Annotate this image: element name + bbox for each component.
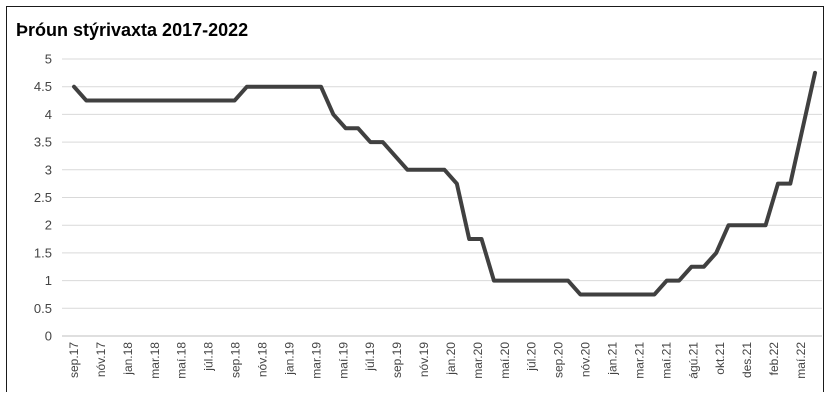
y-tick-label: 4 (45, 107, 52, 122)
x-tick-label: feb.22 (767, 342, 781, 376)
x-tick-label: sep.20 (552, 342, 566, 378)
y-tick-label: 1.5 (34, 245, 52, 260)
x-tick-label: maí.18 (175, 342, 189, 379)
gridlines (62, 58, 822, 309)
x-tick-label: nóv.18 (255, 342, 269, 377)
y-tick-label: 3.5 (34, 135, 52, 150)
y-tick-label: 1 (45, 273, 52, 288)
x-tick-label: nóv.17 (94, 342, 108, 377)
y-tick-label: 5 (45, 52, 52, 67)
x-tick-label: mar.21 (632, 342, 646, 379)
x-tick-label: mar.18 (148, 342, 162, 379)
x-tick-label: sep.18 (229, 342, 243, 378)
x-tick-label: jan.20 (444, 342, 458, 376)
x-tick-label: maí.21 (659, 342, 673, 379)
x-axis-ticks: sep.17 nóv.17 jan.18 mar.18 maí.18 júl.18 sep.… (67, 342, 808, 379)
y-axis-ticks: 0 0.5 1 1.5 2 2.5 3 3.5 4 4.5 5 (34, 52, 52, 344)
y-tick-label: 0 (45, 329, 52, 344)
x-tick-label: ágú.21 (686, 342, 700, 379)
y-tick-label: 2 (45, 218, 52, 233)
x-tick-label: sep.19 (390, 342, 404, 378)
x-tick-label: mar.20 (471, 342, 485, 379)
x-tick-label: nóv.19 (417, 342, 431, 377)
chart-frame (6, 6, 824, 392)
chart-title: Þróun stýrivaxta 2017-2022 (16, 20, 249, 40)
y-tick-label: 2.5 (34, 190, 52, 205)
x-tick-label: nóv.20 (579, 342, 593, 377)
y-tick-label: 0.5 (34, 301, 52, 316)
x-tick-label: maí.19 (336, 342, 350, 379)
x-tick-label: okt.21 (713, 342, 727, 375)
series-layer (72, 70, 817, 297)
y-tick-label: 3 (45, 162, 52, 177)
x-tick-label: jan.21 (606, 342, 620, 376)
x-tick-label: jan.19 (282, 342, 296, 376)
series-line (72, 70, 817, 297)
x-tick-label: maí.22 (794, 342, 808, 379)
x-tick-label: júl.20 (525, 342, 539, 372)
x-tick-label: maí.20 (498, 342, 512, 379)
x-tick-label: jan.18 (121, 342, 135, 376)
y-tick-label: 4.5 (34, 79, 52, 94)
x-tick-label: júl.18 (202, 342, 216, 372)
x-tick-label: des.21 (740, 342, 754, 378)
x-tick-label: mar.19 (309, 342, 323, 379)
x-tick-label: júl.19 (363, 342, 377, 372)
x-tick-label: sep.17 (67, 342, 81, 378)
